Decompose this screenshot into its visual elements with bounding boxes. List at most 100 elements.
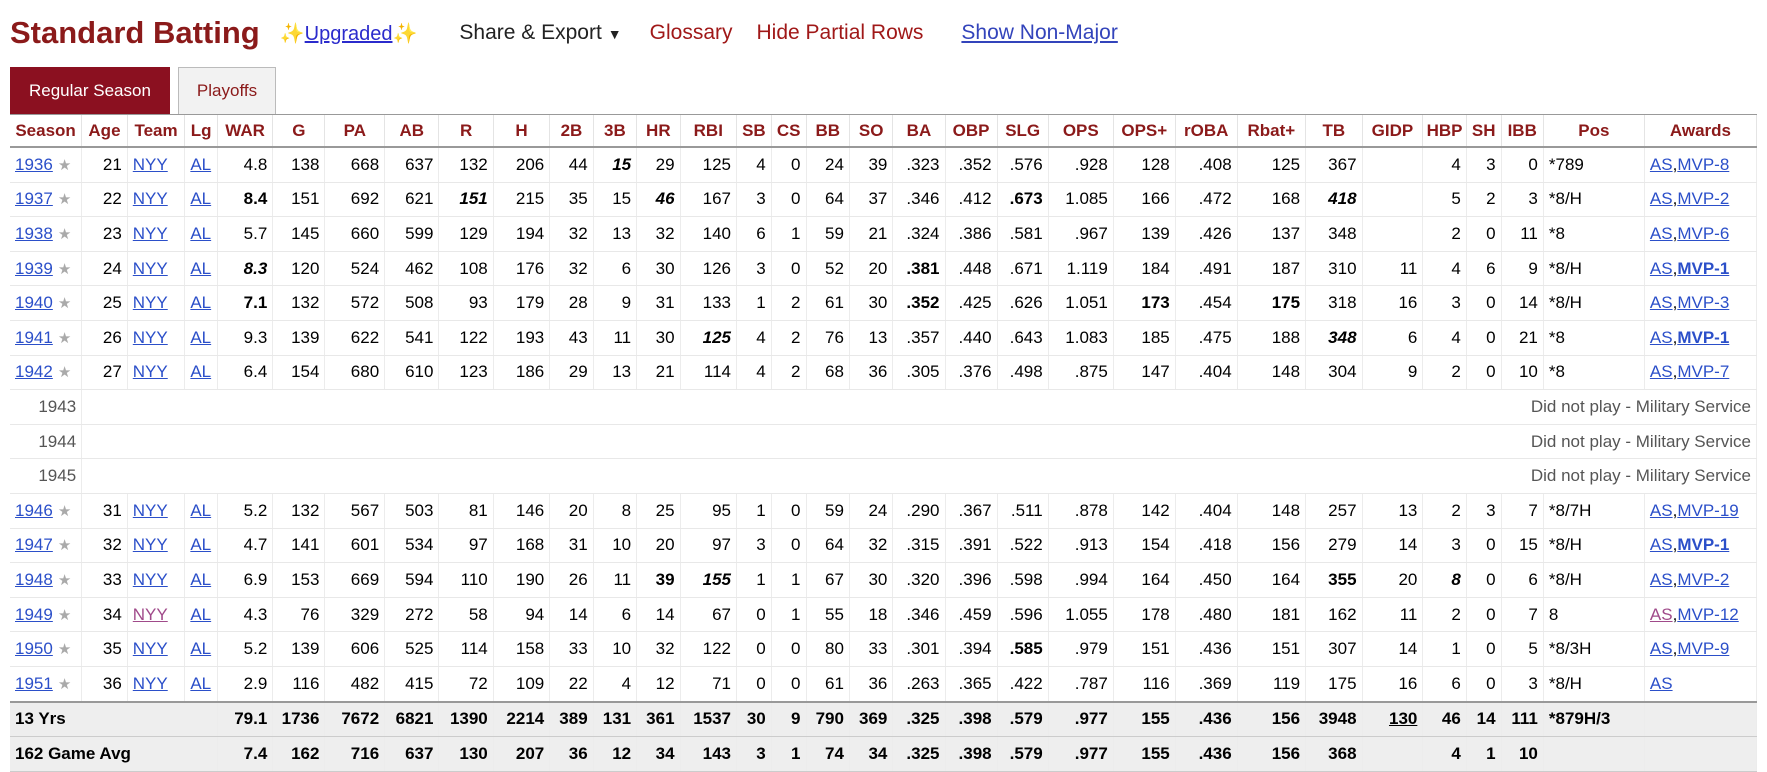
- team-link[interactable]: NYY: [132, 604, 168, 624]
- column-header-war[interactable]: WAR: [217, 115, 274, 148]
- column-header-so[interactable]: SO: [849, 115, 894, 148]
- star-icon[interactable]: ★: [57, 675, 72, 693]
- star-icon[interactable]: ★: [57, 641, 72, 659]
- column-header-gidp[interactable]: GIDP: [1362, 115, 1424, 148]
- team-link[interactable]: NYY: [132, 223, 168, 243]
- league-link[interactable]: AL: [190, 293, 212, 313]
- star-icon[interactable]: ★: [57, 225, 72, 243]
- column-header-lg[interactable]: Lg: [184, 115, 218, 148]
- award-link[interactable]: MVP-9: [1677, 639, 1730, 659]
- award-link[interactable]: MVP-1: [1677, 535, 1730, 555]
- glossary-link[interactable]: Glossary: [649, 21, 733, 44]
- award-link[interactable]: MVP-2: [1677, 189, 1730, 209]
- tab-playoffs[interactable]: Playoffs: [177, 67, 277, 114]
- team-link[interactable]: NYY: [132, 327, 168, 347]
- column-header-r[interactable]: R: [438, 115, 494, 148]
- column-header-hbp[interactable]: HBP: [1422, 115, 1467, 148]
- award-link[interactable]: AS: [1649, 189, 1673, 209]
- column-header-season[interactable]: Season: [10, 115, 83, 148]
- season-link[interactable]: 1949: [15, 604, 53, 624]
- season-link[interactable]: 1950: [15, 639, 53, 659]
- star-icon[interactable]: ★: [57, 329, 72, 347]
- team-link[interactable]: NYY: [132, 362, 168, 382]
- season-link[interactable]: 1946: [15, 500, 53, 520]
- team-link[interactable]: NYY: [132, 673, 168, 693]
- award-link[interactable]: MVP-1: [1677, 327, 1730, 347]
- column-header-rbat-plus[interactable]: Rbat+: [1237, 115, 1307, 148]
- star-icon[interactable]: ★: [57, 502, 72, 520]
- star-icon[interactable]: ★: [57, 191, 72, 209]
- column-header-sh[interactable]: SH: [1466, 115, 1502, 148]
- column-header-ops[interactable]: OPS: [1048, 115, 1114, 148]
- share-export-menu[interactable]: Share & Export ▼: [459, 21, 621, 45]
- star-icon[interactable]: ★: [57, 571, 72, 589]
- award-link[interactable]: MVP-1: [1677, 258, 1730, 278]
- league-link[interactable]: AL: [190, 569, 212, 589]
- award-link[interactable]: MVP-3: [1677, 293, 1730, 313]
- season-link[interactable]: 1940: [15, 293, 53, 313]
- award-link[interactable]: AS: [1649, 362, 1673, 382]
- award-link[interactable]: AS: [1649, 673, 1673, 693]
- league-link[interactable]: AL: [190, 189, 212, 209]
- team-link[interactable]: NYY: [132, 293, 168, 313]
- award-link[interactable]: AS: [1649, 293, 1673, 313]
- season-link[interactable]: 1938: [15, 223, 53, 243]
- column-header-sb[interactable]: SB: [736, 115, 772, 148]
- star-icon[interactable]: ★: [57, 260, 72, 278]
- league-link[interactable]: AL: [190, 223, 212, 243]
- column-header-h[interactable]: H: [493, 115, 551, 148]
- award-link[interactable]: MVP-7: [1677, 362, 1730, 382]
- award-link[interactable]: MVP-12: [1677, 604, 1739, 624]
- league-link[interactable]: AL: [190, 639, 212, 659]
- column-header-obp[interactable]: OBP: [945, 115, 998, 148]
- award-link[interactable]: AS: [1649, 223, 1673, 243]
- award-link[interactable]: AS: [1649, 500, 1673, 520]
- star-icon[interactable]: ★: [57, 606, 72, 624]
- team-link[interactable]: NYY: [132, 569, 168, 589]
- league-link[interactable]: AL: [190, 362, 212, 382]
- season-link[interactable]: 1948: [15, 569, 53, 589]
- column-header-team[interactable]: Team: [127, 115, 186, 148]
- column-header-tb[interactable]: TB: [1305, 115, 1363, 148]
- column-header-pa[interactable]: PA: [324, 115, 386, 148]
- column-header-2b[interactable]: 2B: [549, 115, 594, 148]
- team-link[interactable]: NYY: [132, 154, 168, 174]
- upgraded-link[interactable]: Upgraded: [304, 22, 393, 45]
- league-link[interactable]: AL: [190, 604, 212, 624]
- award-link[interactable]: MVP-6: [1677, 223, 1730, 243]
- column-header-ab[interactable]: AB: [384, 115, 440, 148]
- award-link[interactable]: AS: [1649, 154, 1673, 174]
- award-link[interactable]: AS: [1649, 535, 1673, 555]
- season-link[interactable]: 1951: [15, 673, 53, 693]
- award-link[interactable]: AS: [1649, 327, 1673, 347]
- team-link[interactable]: NYY: [132, 535, 168, 555]
- season-link[interactable]: 1941: [15, 327, 53, 347]
- column-header-cs[interactable]: CS: [771, 115, 807, 148]
- column-header-ops-plus[interactable]: OPS+: [1113, 115, 1176, 148]
- column-header-awards[interactable]: Awards: [1644, 115, 1758, 148]
- column-header-g[interactable]: G: [272, 115, 326, 148]
- column-header-ibb[interactable]: IBB: [1501, 115, 1544, 148]
- column-header-rbi[interactable]: RBI: [680, 115, 738, 148]
- column-header-hr[interactable]: HR: [636, 115, 681, 148]
- team-link[interactable]: NYY: [132, 500, 168, 520]
- league-link[interactable]: AL: [190, 258, 212, 278]
- award-link[interactable]: AS: [1649, 604, 1673, 624]
- column-header-ba[interactable]: BA: [892, 115, 946, 148]
- season-link[interactable]: 1947: [15, 535, 53, 555]
- column-header-slg[interactable]: SLG: [997, 115, 1049, 148]
- column-header-pos[interactable]: Pos: [1543, 115, 1645, 148]
- star-icon[interactable]: ★: [57, 364, 72, 382]
- star-icon[interactable]: ★: [57, 537, 72, 555]
- team-link[interactable]: NYY: [132, 189, 168, 209]
- award-link[interactable]: MVP-19: [1677, 500, 1739, 520]
- column-header-age[interactable]: Age: [81, 115, 128, 148]
- upgraded-badge[interactable]: ✨Upgraded✨: [280, 21, 418, 46]
- season-link[interactable]: 1937: [15, 189, 53, 209]
- column-header-3b[interactable]: 3B: [593, 115, 638, 148]
- star-icon[interactable]: ★: [57, 156, 72, 174]
- league-link[interactable]: AL: [190, 535, 212, 555]
- column-header-bb[interactable]: BB: [806, 115, 850, 148]
- league-link[interactable]: AL: [190, 500, 212, 520]
- team-link[interactable]: NYY: [132, 258, 168, 278]
